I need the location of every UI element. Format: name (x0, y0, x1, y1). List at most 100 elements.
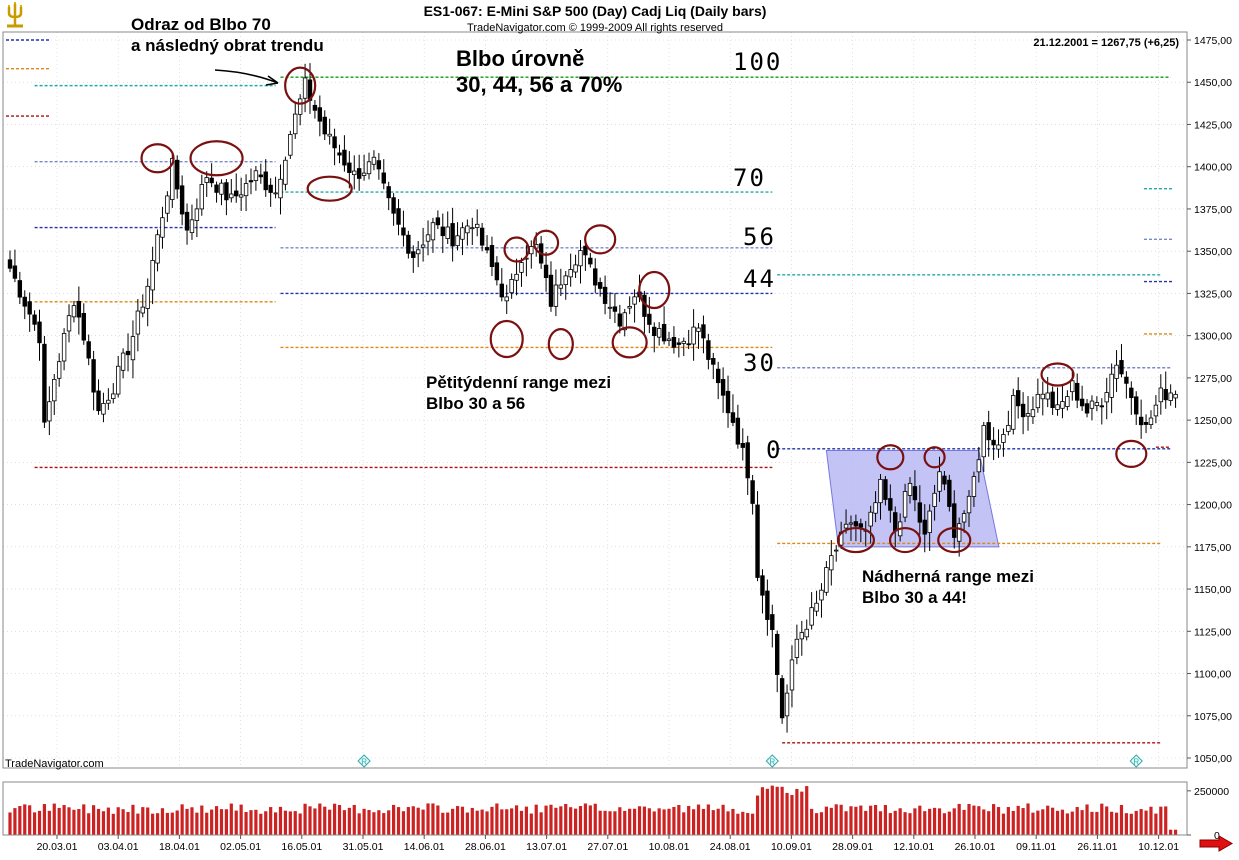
candle-body (652, 326, 657, 337)
candle-body (347, 162, 352, 173)
watermark-label: TradeNavigator.com (5, 758, 104, 770)
date-tick-label: 24.08.01 (710, 841, 751, 853)
candle-body (902, 491, 908, 518)
volume-bar (692, 809, 696, 835)
candle-body (494, 262, 500, 281)
volume-bar (893, 810, 897, 835)
candle-body (386, 186, 391, 199)
volume-bar (716, 808, 720, 835)
candle-body (179, 185, 185, 215)
volume-bar (1031, 812, 1035, 835)
volume-bar (760, 787, 765, 835)
date-tick-label: 10.08.01 (649, 841, 690, 853)
candle-body (1045, 392, 1050, 400)
volume-bar (864, 810, 868, 835)
annotation-range-44-line: Nádherná range mezi (862, 567, 1034, 586)
volume-bar (52, 803, 56, 835)
volume-bar (303, 803, 307, 835)
candle-body (27, 301, 32, 315)
volume-bar (696, 804, 701, 835)
candle-body (332, 136, 337, 149)
volume-bar (308, 806, 312, 835)
candle-body (101, 403, 106, 415)
price-panel-frame (2, 31, 1188, 769)
volume-bar (460, 806, 465, 835)
volume-bar (313, 808, 317, 835)
volume-bar (500, 809, 504, 835)
candle-body (715, 368, 721, 384)
volume-bar (928, 808, 932, 835)
level-label: 30 (743, 349, 776, 377)
candle-body (1134, 396, 1139, 415)
candle-body (775, 633, 780, 675)
candle-body (1040, 393, 1045, 400)
volume-bar (480, 809, 484, 835)
annotation-levels-line: Blbo úrovně (456, 46, 584, 71)
candle-body (234, 190, 239, 197)
volume-bar (1149, 806, 1153, 835)
volume-bar (942, 813, 947, 835)
candle-body (170, 158, 175, 200)
volume-bar (623, 810, 627, 835)
volume-bar (883, 805, 888, 835)
candle-body (661, 323, 667, 342)
volume-bar (254, 809, 258, 835)
candle-body (597, 282, 603, 289)
candle-body (391, 197, 396, 214)
price-tick-label: 1375,00 (1194, 204, 1232, 216)
volume-bar (937, 808, 942, 835)
candle-body (268, 184, 273, 193)
candle-body (883, 479, 888, 500)
candle-body (155, 234, 160, 264)
volume-bar (436, 805, 440, 835)
volume-bar (1051, 807, 1055, 835)
volume-bar (13, 808, 17, 835)
candle-body (86, 341, 91, 359)
handdrawn-circle (888, 526, 922, 554)
range-box (825, 450, 1000, 548)
candle-body (804, 628, 809, 638)
volume-bar (470, 807, 474, 835)
volume-bar (126, 812, 130, 835)
candle-body (873, 502, 878, 514)
candle-body (440, 226, 445, 237)
volume-bar (367, 809, 371, 835)
candle-body (568, 269, 573, 278)
candle-body (853, 521, 859, 527)
candle-body (799, 632, 804, 640)
candle-body (120, 352, 126, 371)
volume-bar (859, 805, 863, 835)
volume-bar (347, 807, 351, 835)
volume-bar (18, 806, 22, 835)
red-right-arrow-icon[interactable] (1199, 835, 1233, 852)
volume-bar (780, 786, 784, 835)
volume-bar (234, 810, 238, 835)
volume-bar (72, 809, 76, 835)
candle-body (376, 160, 382, 170)
candle-body (1079, 398, 1085, 407)
volume-bar (962, 809, 966, 835)
candle-body (588, 257, 593, 265)
candle-body (504, 296, 509, 302)
trident-logo-icon[interactable] (2, 2, 28, 28)
volume-bar (1119, 804, 1124, 835)
volume-bar (711, 810, 715, 835)
volume-bar (987, 811, 991, 835)
volume-bar (524, 806, 528, 835)
volume-bar (318, 803, 322, 835)
volume-bar (141, 807, 145, 835)
volume-bar (578, 806, 583, 835)
volume-bar (1070, 811, 1074, 835)
handdrawn-circle (1040, 362, 1075, 387)
volume-bar (957, 803, 961, 835)
candle-body (42, 343, 47, 423)
volume-bar (490, 806, 494, 835)
price-tick-label: 1325,00 (1194, 288, 1232, 300)
volume-bar (977, 806, 981, 835)
candle-body (71, 305, 77, 318)
volume-bar (632, 808, 637, 835)
candle-body (322, 116, 327, 135)
handdrawn-circle (937, 526, 972, 554)
date-tick-label: 03.04.01 (98, 841, 139, 853)
